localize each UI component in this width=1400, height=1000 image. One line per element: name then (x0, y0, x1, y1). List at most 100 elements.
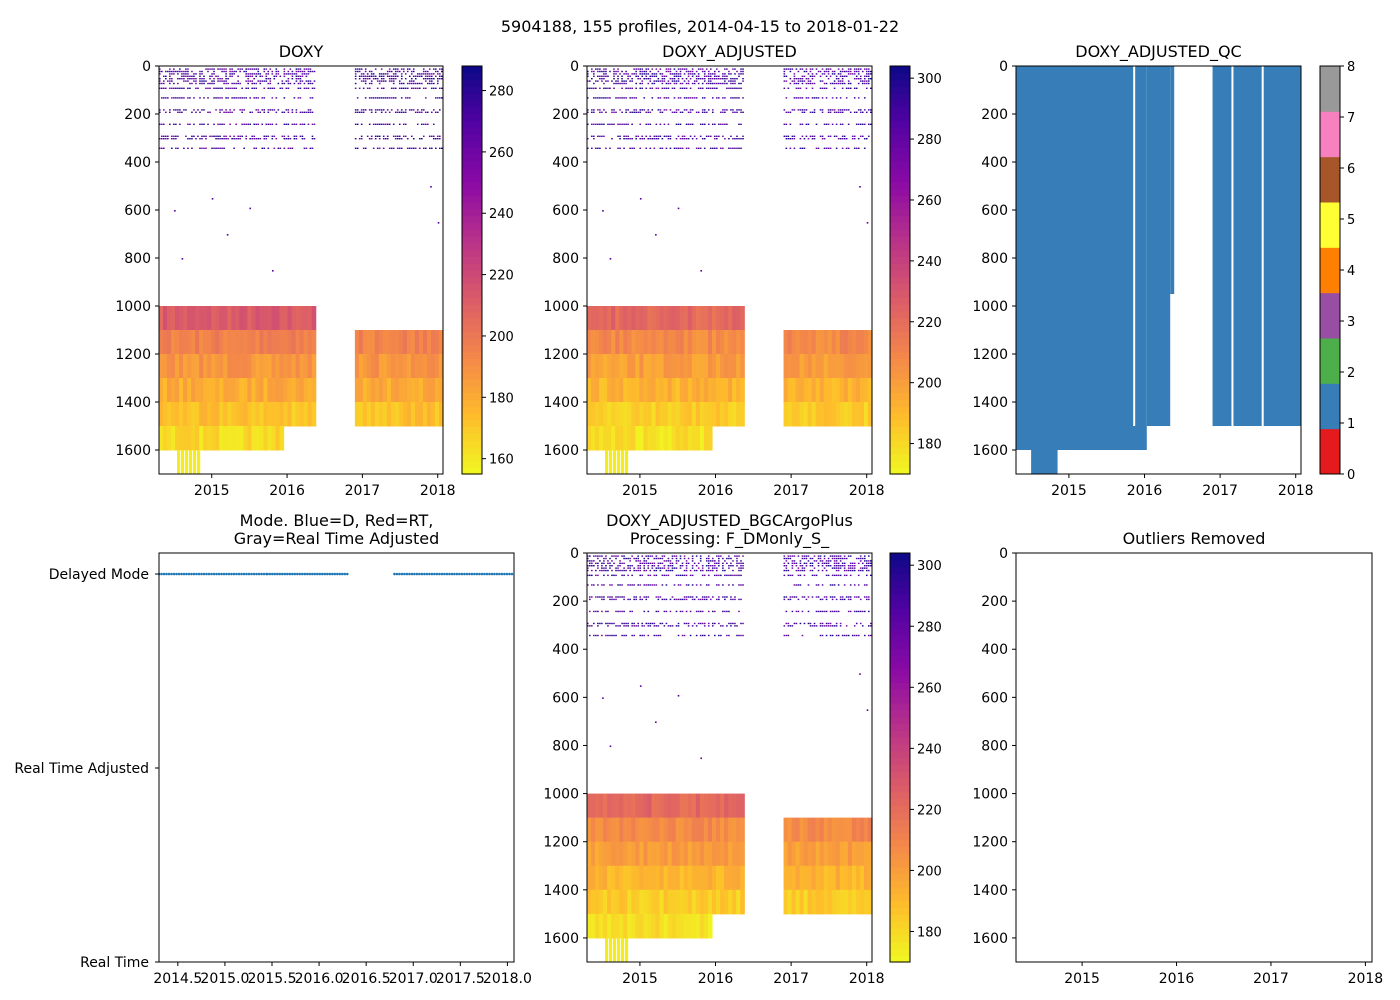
heatmap-cell (607, 793, 612, 819)
heatmap-cell (685, 70, 688, 73)
heatmap-cell (783, 889, 789, 915)
heatmap-cell (787, 817, 793, 843)
heatmap-cell (857, 78, 860, 80)
heatmap-cell (740, 560, 742, 562)
heatmap-cell (627, 135, 629, 137)
heatmap-cell (605, 80, 607, 82)
heatmap-cell (609, 87, 611, 89)
colorbar-segment (462, 249, 482, 257)
heatmap-cell (722, 596, 724, 598)
heatmap-cell (430, 147, 433, 149)
heatmap-cell (187, 306, 192, 331)
heatmap-cell (707, 75, 710, 77)
mode-point (227, 572, 231, 576)
heatmap-cell (793, 560, 796, 562)
mode-point (425, 572, 429, 576)
heatmap-cell (695, 596, 698, 598)
heatmap-cell (245, 97, 247, 99)
heatmap-cell (701, 610, 704, 613)
heatmap-cell (683, 889, 689, 915)
heatmap-cell (183, 402, 188, 427)
heatmap-cell (671, 567, 674, 569)
heatmap-cell (591, 841, 596, 867)
heatmap-cell (807, 123, 810, 125)
heatmap-cell (734, 574, 736, 577)
heatmap-cell (211, 73, 213, 75)
heatmap-cell (159, 68, 161, 70)
heatmap-cell (378, 378, 384, 403)
heatmap-cell (631, 330, 636, 355)
heatmap-cell (639, 685, 642, 687)
heatmap-cell (297, 82, 300, 85)
heatmap-cell (410, 82, 413, 85)
heatmap-cell (831, 584, 834, 586)
heatmap-cell (831, 598, 834, 601)
heatmap-cell (635, 598, 637, 601)
heatmap-cell (430, 135, 433, 137)
heatmap-cell (366, 135, 369, 137)
heatmap-cell (295, 78, 298, 80)
heatmap-cell (633, 567, 635, 569)
heatmap-cell (821, 565, 824, 567)
heatmap-cell (623, 622, 625, 625)
heatmap-cell (265, 138, 268, 140)
heatmap-cell (183, 80, 185, 82)
heatmap-cell (587, 306, 592, 331)
heatmap-cell (673, 584, 676, 586)
heatmap-cell (695, 354, 701, 379)
heatmap-cell (295, 306, 301, 331)
heatmap-cell (823, 82, 826, 85)
heatmap-cell (683, 596, 686, 598)
heatmap-cell (428, 78, 431, 80)
heatmap-cell (426, 354, 432, 379)
heatmap-cell (257, 123, 260, 125)
heatmap-cell (643, 817, 649, 843)
heatmap-cell (378, 97, 381, 99)
heatmap-cell (837, 574, 840, 577)
heatmap-cell (671, 378, 677, 403)
heatmap-cell (639, 913, 645, 939)
heatmap-cell (833, 82, 836, 85)
heatmap-cell (599, 378, 604, 403)
heatmap-cell (587, 426, 592, 451)
heatmap-cell (629, 610, 631, 613)
heatmap-cell (629, 138, 631, 140)
heatmap-cell (726, 610, 728, 613)
heatmap-cell (801, 634, 804, 637)
heatmap-cell (671, 111, 674, 113)
heatmap-cell (863, 555, 866, 557)
heatmap-cell (799, 584, 802, 586)
heatmap-cell (428, 73, 431, 75)
mode-point (330, 572, 334, 576)
heatmap-cell (307, 73, 310, 75)
heatmap-cell (625, 111, 627, 113)
mode-point (313, 572, 317, 576)
heatmap-cell (799, 78, 802, 80)
heatmap-cell (440, 97, 443, 99)
heatmap-cell (716, 97, 718, 99)
colorbar-segment (462, 412, 482, 421)
heatmap-cell (679, 555, 682, 557)
heatmap-cell (619, 82, 621, 85)
heatmap-cell (683, 555, 686, 557)
heatmap-cell (420, 82, 423, 85)
heatmap-cell (691, 123, 694, 125)
heatmap-cell (655, 234, 657, 236)
heatmap-cell (839, 97, 842, 99)
y-tick-label: 1600 (972, 443, 1008, 459)
heatmap-cell (837, 569, 840, 572)
y-tick-label: 1200 (972, 347, 1008, 363)
heatmap-cell (649, 111, 652, 113)
heatmap-cell (201, 123, 203, 125)
heatmap-cell (789, 598, 792, 601)
heatmap-cell (685, 574, 688, 577)
heatmap-cell (599, 560, 601, 562)
heatmap-cell (837, 555, 840, 557)
heatmap-cell (601, 598, 603, 601)
heatmap-cell (255, 75, 258, 77)
heatmap-cell (651, 109, 654, 111)
heatmap-cell (633, 97, 635, 99)
heatmap-cell (603, 330, 608, 355)
heatmap-cell (239, 402, 244, 427)
heatmap-cell (621, 584, 623, 586)
